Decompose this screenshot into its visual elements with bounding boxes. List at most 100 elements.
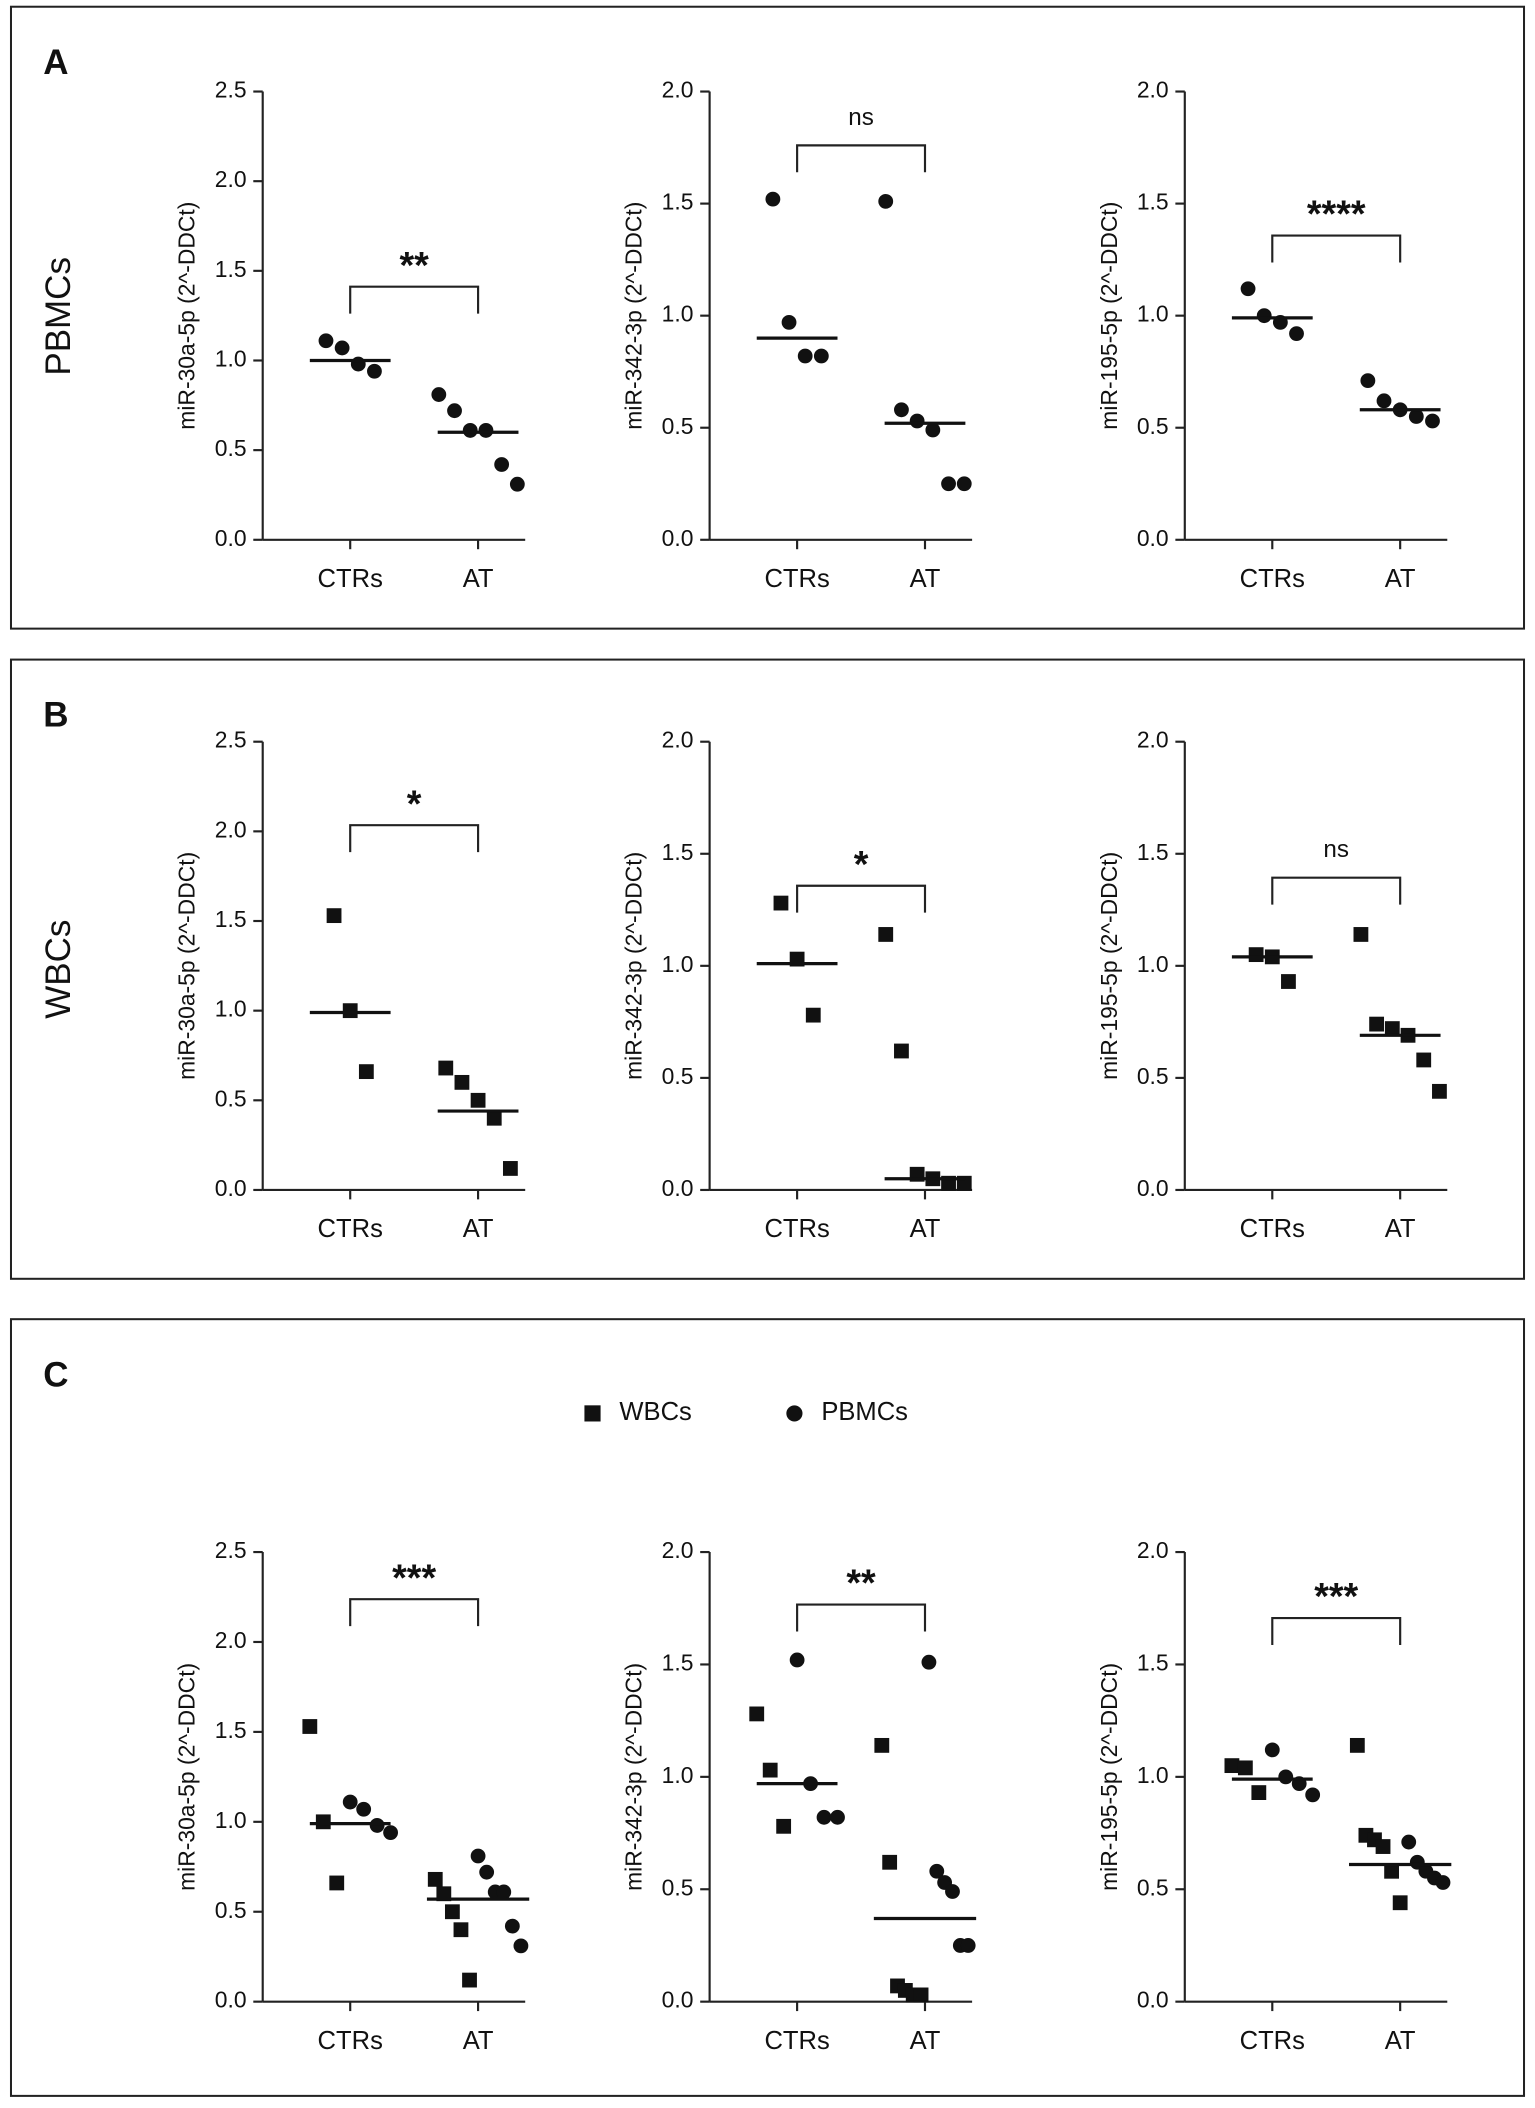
x-tick-label: CTRs: [318, 1215, 383, 1243]
significance-bracket: [796, 144, 927, 173]
y-tick-label: 1.5: [215, 1717, 247, 1743]
x-tick-label: AT: [910, 1215, 941, 1243]
data-point: [447, 403, 462, 419]
y-tick-label: 1.0: [662, 1762, 694, 1788]
panel-frame: [9, 658, 1526, 1280]
data-point: [326, 908, 342, 924]
x-tick-label: CTRs: [764, 2027, 829, 2055]
y-tick-label: 0.0: [662, 525, 694, 551]
x-tick-label: AT: [1385, 565, 1416, 593]
data-point: [1432, 1083, 1447, 1099]
x-tick-label: AT: [1385, 2027, 1416, 2055]
data-point: [513, 1938, 529, 1954]
data-point: [438, 1060, 454, 1076]
legend-label: WBCs: [619, 1398, 691, 1426]
data-point: [776, 1818, 792, 1834]
data-point: [329, 1875, 345, 1891]
y-axis-label: miR-30a-5p (2^-DDCt): [174, 202, 200, 430]
data-point: [1376, 393, 1392, 409]
data-point: [789, 1652, 805, 1668]
data-point: [334, 340, 350, 356]
data-point: [1256, 308, 1272, 324]
panel-label: B: [43, 696, 68, 735]
data-point: [925, 422, 941, 438]
significance-label: ****: [1307, 193, 1366, 235]
data-point: [486, 1110, 502, 1126]
data-point: [367, 363, 382, 379]
data-point: [369, 1818, 385, 1833]
data-point: [453, 1922, 469, 1938]
data-point: [1416, 1052, 1432, 1068]
data-point: [813, 348, 829, 364]
y-tick-label: 0.5: [215, 435, 247, 461]
data-point: [454, 1074, 470, 1090]
y-tick-label: 0.0: [1137, 1175, 1169, 1201]
data-point: [1425, 413, 1440, 429]
y-tick-label: 2.0: [215, 816, 247, 842]
data-point: [462, 1972, 477, 1988]
data-point: [504, 1918, 520, 1934]
significance-label: ns: [848, 104, 874, 131]
y-axis-label: miR-342-3p (2^-DDCt): [621, 1663, 647, 1891]
data-point: [921, 1654, 937, 1670]
y-tick-label: 1.0: [1137, 301, 1169, 327]
data-point: [502, 1161, 518, 1176]
y-axis-label: miR-342-3p (2^-DDCt): [621, 852, 647, 1080]
data-point: [1353, 927, 1369, 942]
y-axis-label: miR-195-5p (2^-DDCt): [1096, 852, 1122, 1080]
x-tick-label: AT: [463, 1215, 494, 1243]
x-tick-label: CTRs: [1240, 2027, 1305, 2055]
data-point: [427, 1871, 443, 1887]
x-tick-label: AT: [1385, 1215, 1416, 1243]
significance-bracket: [796, 1603, 927, 1632]
y-tick-label: 2.0: [662, 727, 694, 753]
y-tick-label: 0.5: [1137, 1063, 1169, 1089]
data-point: [830, 1809, 845, 1825]
data-point: [878, 193, 894, 209]
significance-label: *: [854, 843, 869, 885]
x-tick-label: AT: [463, 2027, 494, 2055]
y-tick-label: 0.0: [215, 1987, 247, 2013]
data-point: [318, 333, 334, 349]
data-point: [1392, 1895, 1408, 1911]
panel-frame: [9, 1318, 1526, 2097]
x-tick-label: CTRs: [1240, 565, 1305, 593]
data-point: [941, 476, 956, 492]
data-point: [358, 1064, 374, 1080]
data-point: [1384, 1021, 1400, 1036]
data-point: [1289, 326, 1304, 341]
data-point: [929, 1863, 945, 1879]
y-tick-label: 0.0: [662, 1175, 694, 1201]
y-tick-label: 1.0: [1137, 951, 1169, 977]
data-point: [1375, 1839, 1391, 1854]
row-label: PBMCs: [39, 257, 78, 376]
data-point: [479, 1864, 495, 1880]
data-point: [1360, 373, 1376, 389]
y-tick-label: 1.5: [215, 906, 247, 932]
data-point: [509, 476, 525, 492]
x-tick-label: AT: [910, 565, 941, 593]
data-point: [960, 1938, 976, 1953]
y-tick-label: 0.0: [215, 1175, 247, 1201]
data-point: [749, 1706, 765, 1722]
significance-bracket: [349, 285, 480, 314]
x-tick-label: AT: [910, 2027, 941, 2055]
x-tick-label: AT: [463, 565, 494, 593]
x-tick-label: CTRs: [1240, 1215, 1305, 1243]
y-tick-label: 1.0: [662, 301, 694, 327]
y-axis-label: miR-195-5p (2^-DDCt): [1096, 1663, 1122, 1891]
data-point: [956, 476, 972, 492]
y-tick-label: 2.0: [215, 166, 247, 192]
data-point: [781, 314, 797, 330]
y-tick-label: 2.0: [1137, 77, 1169, 103]
data-point: [945, 1884, 960, 1899]
data-point: [765, 191, 781, 207]
significance-bracket: [1271, 234, 1402, 263]
significance-label: ns: [1323, 836, 1349, 863]
significance-bracket: [796, 884, 927, 913]
y-tick-label: 2.5: [215, 77, 247, 103]
y-tick-label: 2.5: [215, 727, 247, 753]
data-point: [805, 1007, 821, 1023]
data-point: [315, 1814, 331, 1830]
